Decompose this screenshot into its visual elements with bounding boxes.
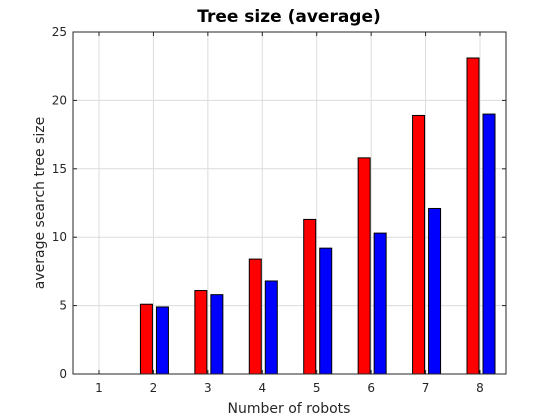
x-tick-label: 4	[258, 381, 266, 395]
x-tick-label: 1	[95, 381, 103, 395]
bar-series-1-5	[303, 218, 317, 375]
bar-series-1-3	[194, 290, 208, 375]
bars	[139, 57, 496, 375]
bar-series-2-6	[373, 232, 387, 375]
y-tick-label: 25	[52, 25, 67, 39]
y-tick-label: 5	[59, 299, 67, 313]
axis-ticks: 0 5 10 15 20 25 1 2 3 4 5 6 7 8	[52, 25, 506, 395]
x-axis-label: Number of robots	[228, 401, 351, 417]
bar-series-2-4	[264, 280, 278, 375]
x-tick-label: 6	[367, 381, 375, 395]
x-tick-label: 7	[422, 381, 430, 395]
y-tick-label: 0	[59, 367, 67, 381]
bar-series-1-6	[357, 157, 371, 375]
chart-title: Tree size (average)	[197, 7, 381, 27]
plot-area	[72, 31, 507, 375]
bar-series-1-4	[248, 258, 262, 375]
bar-series-2-8	[482, 113, 496, 375]
x-tick-label: 5	[313, 381, 321, 395]
bar-series-1-7	[412, 114, 426, 375]
bar-series-1-2	[139, 303, 153, 375]
y-axis-label: average search tree size	[32, 117, 48, 289]
x-tick-label: 3	[204, 381, 212, 395]
bar-series-2-7	[428, 207, 442, 375]
y-tick-label: 10	[52, 230, 67, 244]
bar-series-2-5	[319, 247, 333, 375]
bar-series-1-8	[466, 57, 480, 375]
y-tick-label: 15	[52, 162, 67, 176]
y-tick-label: 20	[52, 93, 67, 107]
x-tick-label: 2	[150, 381, 158, 395]
bar-series-2-2	[155, 306, 169, 375]
x-tick-label: 8	[476, 381, 484, 395]
bar-series-2-3	[210, 294, 224, 375]
